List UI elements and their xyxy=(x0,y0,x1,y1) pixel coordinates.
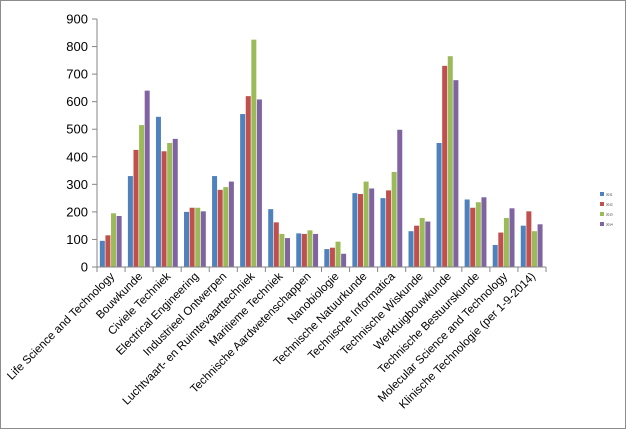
bar xyxy=(139,125,145,267)
bar xyxy=(369,188,375,267)
bar xyxy=(307,230,313,267)
y-tick-label: 900 xyxy=(66,12,88,27)
bar xyxy=(155,116,161,267)
bar xyxy=(273,222,279,267)
bar xyxy=(391,171,397,267)
bar xyxy=(223,187,229,267)
bar xyxy=(296,233,302,267)
bar xyxy=(453,80,459,267)
legend-swatch xyxy=(600,222,604,226)
legend-label: 2011 xyxy=(606,193,613,197)
bar xyxy=(481,197,487,267)
y-tick-label: 0 xyxy=(81,260,88,275)
bar xyxy=(268,209,274,267)
bar xyxy=(498,232,504,267)
bar xyxy=(105,235,111,267)
y-axis: 0 100 200 300 400 500 600 700 800 900 xyxy=(66,12,98,275)
bar xyxy=(195,207,201,267)
bar xyxy=(167,143,173,267)
bar xyxy=(436,143,442,267)
bar xyxy=(470,207,476,267)
series-2012 xyxy=(105,65,532,267)
bar xyxy=(397,129,403,267)
bar xyxy=(503,217,509,267)
bar xyxy=(279,233,285,267)
legend: 2011 2012 2013 2014 xyxy=(600,192,613,227)
bar xyxy=(526,211,532,267)
bar xyxy=(475,202,481,267)
bar xyxy=(116,216,122,267)
bar xyxy=(324,249,330,267)
series-2013 xyxy=(111,39,537,268)
legend-swatch xyxy=(600,212,604,216)
bar xyxy=(184,211,190,267)
bar xyxy=(335,241,341,267)
y-tick-label: 800 xyxy=(66,39,88,54)
bar xyxy=(425,221,431,267)
legend-label: 2012 xyxy=(606,203,613,207)
bar xyxy=(492,244,498,267)
bar xyxy=(251,39,257,267)
bar xyxy=(172,138,178,267)
bar xyxy=(509,208,515,267)
bar xyxy=(212,176,218,267)
bars xyxy=(99,39,543,268)
bar xyxy=(144,90,150,267)
bar xyxy=(408,231,414,267)
bar xyxy=(363,181,369,267)
bar xyxy=(341,253,347,267)
bar xyxy=(386,190,392,267)
bar xyxy=(380,198,386,267)
bar xyxy=(447,56,453,268)
y-tick-label: 500 xyxy=(66,122,88,137)
y-tick-label: 700 xyxy=(66,67,88,82)
bar xyxy=(200,211,206,267)
legend-swatch xyxy=(600,192,604,196)
bar xyxy=(285,238,291,267)
bar xyxy=(419,217,425,267)
bar xyxy=(537,224,543,267)
bar xyxy=(301,233,307,267)
x-axis: Life Science and TechnologyBouwkundeCivi… xyxy=(5,266,547,411)
bar xyxy=(464,199,470,267)
bar xyxy=(228,181,234,267)
y-tick-label: 600 xyxy=(66,94,88,109)
bar xyxy=(352,193,358,267)
bar xyxy=(357,193,363,267)
bar xyxy=(256,99,262,268)
bar xyxy=(217,189,223,267)
bar xyxy=(127,176,133,267)
bar xyxy=(531,231,537,267)
legend-label: 2013 xyxy=(606,213,613,217)
series-2011 xyxy=(99,114,526,267)
y-tick-label: 200 xyxy=(66,204,88,219)
legend-swatch xyxy=(600,202,604,206)
bar xyxy=(240,114,246,267)
bar xyxy=(189,207,195,267)
bar xyxy=(442,65,448,267)
y-tick-label: 300 xyxy=(66,177,88,192)
bar xyxy=(161,151,167,267)
y-tick-label: 400 xyxy=(66,149,88,164)
y-tick-label: 100 xyxy=(66,232,88,247)
x-tick-label: Life Science and Technology xyxy=(5,270,117,382)
bar xyxy=(111,213,117,267)
bar xyxy=(329,247,335,267)
bar xyxy=(133,149,139,267)
series-2014 xyxy=(116,80,543,268)
bar xyxy=(414,225,420,267)
bar xyxy=(520,225,526,267)
bar xyxy=(245,96,251,267)
bar xyxy=(313,233,319,267)
bar xyxy=(99,240,105,267)
legend-label: 2014 xyxy=(606,223,613,227)
